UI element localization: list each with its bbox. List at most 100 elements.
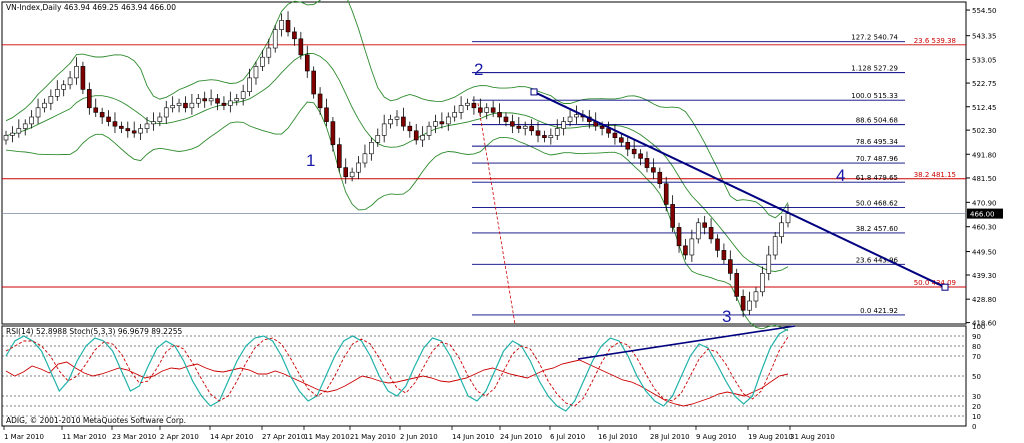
price-tick-label: 512.45 [972,104,997,112]
bull-candle [195,98,201,104]
bear-candle [125,128,131,132]
price-header: VN-Index,Daily 463.94 469.25 463.94 466.… [6,3,176,12]
bull-candle [349,171,355,178]
bull-candle [458,105,464,113]
time-tick-label: 16 Jul 2010 [598,433,638,441]
bull-candle [157,116,163,122]
bear-candle [510,121,515,127]
bull-candle [29,116,34,125]
price-tick-label: 449.50 [972,249,997,257]
bear-candle [99,112,105,118]
bull-candle [574,114,579,118]
time-tick-label: 21 May 2010 [350,433,396,441]
bull-candle [484,107,490,113]
bear-candle [715,238,720,251]
bull-candle [35,107,41,118]
indicator-series-rsi-14- [5,359,789,407]
bear-candle [298,38,304,56]
bear-candle [606,128,611,134]
wave-label-4: 4 [836,166,845,185]
bear-candle [708,227,714,240]
bear-candle [330,121,336,145]
lower-band [5,101,789,332]
bear-candle [670,204,675,228]
bull-candle [772,236,778,256]
bear-candle [311,70,316,95]
time-tick-label: 14 Apr 2010 [210,433,253,441]
indicator-tick-label: 100 [972,323,985,331]
bear-candle [407,125,413,132]
bear-candle [202,98,208,102]
bull-candle [16,128,22,134]
fib-level-label: 61.8 479.65 [856,174,898,182]
bear-candle [497,112,502,118]
fib-level-label: 50.0 468.62 [856,200,898,208]
bull-candle [381,123,387,136]
indicator-tick-label: 80 [972,343,981,351]
price-tick-label: 522.75 [972,80,997,88]
indicator-tick-label: 70 [972,353,981,361]
bull-candle [74,66,79,79]
red-level-label: 38.2 481.15 [914,171,956,179]
fib-level-label: 100.0 515.33 [851,92,898,100]
bull-candle [567,116,573,122]
bull-candle [22,123,28,129]
bull-candle [10,132,15,136]
bear-candle [490,107,496,113]
indicator-tick-label: 20 [972,403,981,411]
bull-candle [67,77,73,86]
time-tick-label: 14 Jun 2010 [452,433,494,441]
fib-level-label: 88.6 504.68 [856,117,898,125]
bear-candle [516,125,522,129]
bull-candle [394,116,400,120]
fib-level-label: 38.2 457.60 [856,225,898,233]
bear-candle [529,125,534,132]
time-tick-label: 2 Apr 2010 [160,433,199,441]
current-price-label: 466.00 [970,211,995,219]
annotations-layer [477,88,949,325]
price-trendline [533,91,946,289]
bear-candle [183,102,188,109]
bull-candle [247,77,252,93]
bear-candle [119,125,124,129]
fib-level-label: 78.6 495.34 [856,138,899,146]
bull-candle [61,84,66,90]
bull-candle [420,135,425,141]
bear-candle [439,121,445,125]
bear-candle [638,153,643,159]
bear-candle [657,171,663,184]
price-tick-label: 543.35 [972,33,997,41]
price-tick-label: 460.30 [972,224,997,232]
bear-candle [221,102,227,106]
indicator-tick-label: 90 [972,333,981,341]
price-tick-label: 491.80 [972,151,997,159]
bull-candle [433,121,438,127]
indicator-trendline [577,325,796,360]
bear-candle [702,222,707,228]
bear-candle [740,296,746,311]
upper-band [5,0,789,219]
bull-candle [561,121,566,129]
red-level-label: 23.6 539.38 [914,37,956,45]
wave-label-2: 2 [474,60,483,79]
candles-layer [3,11,791,318]
price-tick-label: 533.05 [972,56,997,64]
bear-candle [401,116,406,127]
bear-candle [734,273,740,297]
wave-label-3: 3 [722,307,731,326]
bear-candle [215,98,220,104]
fib-level-label: 1.128 527.29 [851,65,898,73]
time-tick-label: 23 Mar 2010 [112,433,156,441]
bear-candle [503,116,509,122]
bull-candle [279,20,284,30]
price-axis: 554.50 543.35 533.05 522.75 512.45 502.30 491.… [966,7,1003,328]
bull-candle [208,98,214,102]
bull-candle [522,125,528,129]
time-tick-label: 27 Apr 2010 [262,433,305,441]
bull-candle [151,121,156,125]
bull-candle [234,98,240,102]
time-tick-label: 11 Mar 2010 [62,433,106,441]
price-tick-label: 470.90 [972,199,997,207]
